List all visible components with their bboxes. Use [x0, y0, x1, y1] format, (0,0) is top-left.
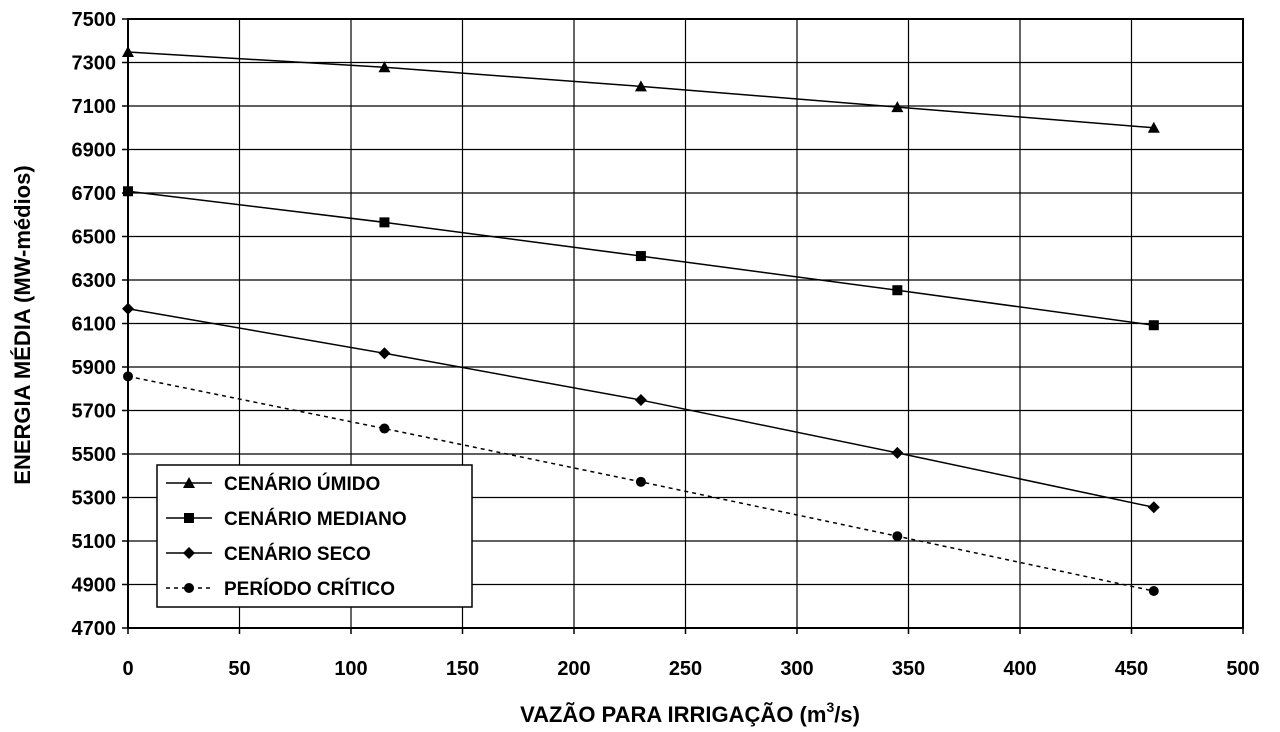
x-tick-label: 50	[228, 658, 250, 680]
x-tick-label: 150	[446, 658, 479, 680]
x-tick-label: 250	[669, 658, 702, 680]
y-tick-labels: 4700 4900 5100 5300 5500 5700 5900 6100 6300 6500…	[72, 9, 117, 640]
legend: CENÁRIO ÚMIDO CENÁRIO MEDIANO CENÁRIO SECO…	[156, 464, 473, 608]
x-tick-label: 400	[1003, 658, 1036, 680]
x-tick-label: 350	[892, 658, 925, 680]
series-0	[122, 46, 1160, 133]
x-tick-label: 450	[1115, 658, 1148, 680]
plot-area-border	[127, 18, 1244, 629]
series-1	[123, 186, 1159, 331]
data-point	[891, 101, 904, 113]
x-axis-title: VAZÃO PARA IRRIGAÇÃO (m3/s)	[520, 699, 860, 727]
data-point	[1148, 586, 1159, 597]
legend-label: PERÍODO CRÍTICO	[224, 578, 395, 600]
y-tick-label: 6900	[72, 140, 117, 162]
data-point	[892, 531, 903, 542]
data-point	[379, 423, 390, 434]
legend-label: CENÁRIO SECO	[224, 543, 371, 565]
legend-item: CENÁRIO SECO	[166, 543, 371, 565]
x-tick-label: 300	[780, 658, 813, 680]
data-point	[892, 285, 903, 296]
x-axis-title-superscript: 3	[826, 699, 834, 715]
legend-marker	[183, 547, 195, 559]
data-point	[891, 446, 904, 459]
y-tick-label: 4900	[72, 575, 117, 597]
y-tick-label: 6100	[72, 314, 117, 336]
x-tick-label: 100	[334, 658, 367, 680]
x-tick-label: 0	[122, 658, 133, 680]
x-tick-label: 200	[557, 658, 590, 680]
y-tick-label: 4700	[72, 618, 117, 640]
y-tick-label: 7100	[72, 96, 117, 118]
y-tick-label: 6300	[72, 270, 117, 292]
x-tick-label: 500	[1226, 658, 1259, 680]
data-series	[122, 46, 1160, 597]
legend-label: CENÁRIO MEDIANO	[224, 508, 407, 530]
data-point	[635, 476, 646, 487]
y-tick-label: 5900	[72, 357, 117, 379]
legend-item: PERÍODO CRÍTICO	[166, 578, 395, 600]
data-point	[634, 80, 647, 92]
data-point	[1147, 121, 1160, 133]
data-point	[378, 61, 391, 73]
x-tick-labels: 0 50 100 150 200 250 300 350 400 450 500	[122, 658, 1259, 680]
y-tick-label: 5700	[72, 401, 117, 423]
y-axis-title: ENERGIA MÉDIA (MW-médios)	[10, 165, 35, 484]
data-point	[634, 394, 647, 407]
x-axis-title-main: VAZÃO PARA IRRIGAÇÃO (m	[520, 702, 826, 727]
legend-marker	[184, 583, 194, 593]
data-point	[378, 347, 391, 360]
y-tick-label: 5100	[72, 531, 117, 553]
y-tick-label: 5500	[72, 444, 117, 466]
legend-item: CENÁRIO ÚMIDO	[166, 473, 380, 495]
series-3	[123, 371, 1159, 597]
data-point	[1147, 501, 1160, 514]
data-point	[1148, 320, 1159, 331]
legend-box	[156, 464, 473, 608]
y-tick-label: 5300	[72, 488, 117, 510]
x-axis-title-suffix: /s)	[834, 702, 860, 727]
legend-marker	[183, 477, 195, 488]
y-tick-label: 6500	[72, 227, 117, 249]
legend-marker	[184, 513, 194, 523]
data-point	[379, 217, 390, 228]
legend-item: CENÁRIO MEDIANO	[166, 508, 407, 530]
y-tick-label: 7500	[72, 9, 117, 31]
y-tick-label: 7300	[72, 53, 117, 75]
legend-label: CENÁRIO ÚMIDO	[224, 473, 380, 495]
y-tick-label: 6700	[72, 183, 117, 205]
data-point	[635, 251, 646, 262]
